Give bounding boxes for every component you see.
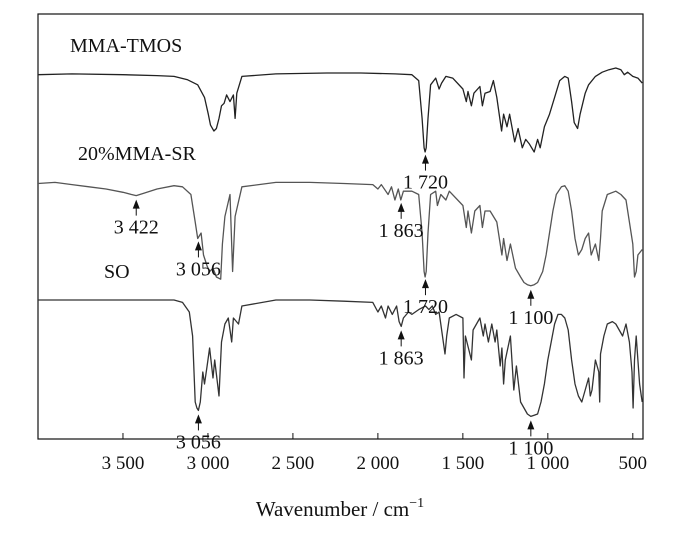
x-tick-label-4: 1 500 bbox=[441, 453, 484, 474]
x-axis-title: Wavenumber / cm−1 bbox=[256, 496, 424, 521]
series-label-0: MMA-TMOS bbox=[70, 35, 182, 57]
annotation-arrowhead-5 bbox=[527, 289, 535, 299]
annotation-layer: 1 720 3 422 1 863 3 056 1 720 1 100 1 863 3 056… bbox=[114, 154, 553, 459]
x-axis-ticks: 3 500 3 000 2 500 2 000 1 500 1 000 500 bbox=[102, 433, 647, 474]
annotation-arrowhead-0 bbox=[421, 154, 429, 164]
annotation-label-0: 1 720 bbox=[403, 172, 448, 194]
annotation-arrowhead-4 bbox=[421, 279, 429, 289]
x-tick-label-3: 2 000 bbox=[357, 453, 400, 474]
annotation-label-1: 3 422 bbox=[114, 217, 159, 239]
x-tick-label-2: 2 500 bbox=[272, 453, 315, 474]
annotation-label-8: 1 100 bbox=[508, 437, 553, 459]
x-tick-label-5: 1 000 bbox=[526, 453, 569, 474]
x-tick-label-6: 500 bbox=[619, 453, 648, 474]
x-axis-title-superscript: −1 bbox=[409, 496, 424, 511]
annotation-label-3: 3 056 bbox=[176, 258, 221, 280]
annotation-arrowhead-1 bbox=[132, 199, 140, 209]
annotation-arrowhead-3 bbox=[194, 241, 202, 251]
annotation-arrowhead-7 bbox=[194, 414, 202, 424]
series-label-1: 20%MMA-SR bbox=[78, 143, 196, 165]
annotation-label-2: 1 863 bbox=[379, 220, 424, 242]
series-label-layer: MMA-TMOS 20%MMA-SR SO bbox=[70, 35, 196, 283]
annotation-arrowhead-6 bbox=[397, 330, 405, 340]
plot-frame bbox=[37, 13, 644, 440]
x-tick-label-1: 3 000 bbox=[187, 453, 230, 474]
series-label-2: SO bbox=[104, 261, 130, 283]
x-tick-label-0: 3 500 bbox=[102, 453, 145, 474]
series-line-1 bbox=[37, 181, 643, 287]
annotation-label-6: 1 863 bbox=[379, 347, 424, 369]
annotation-arrowhead-8 bbox=[527, 420, 535, 430]
series-line-0 bbox=[37, 67, 643, 153]
annotation-label-5: 1 100 bbox=[508, 307, 553, 329]
x-axis-title-text: Wavenumber / cm bbox=[256, 497, 409, 521]
annotation-label-4: 1 720 bbox=[403, 296, 448, 318]
annotation-arrowhead-2 bbox=[397, 202, 405, 212]
series-layer bbox=[37, 67, 643, 418]
series-line-2 bbox=[38, 299, 643, 418]
annotation-label-7: 3 056 bbox=[176, 431, 221, 453]
